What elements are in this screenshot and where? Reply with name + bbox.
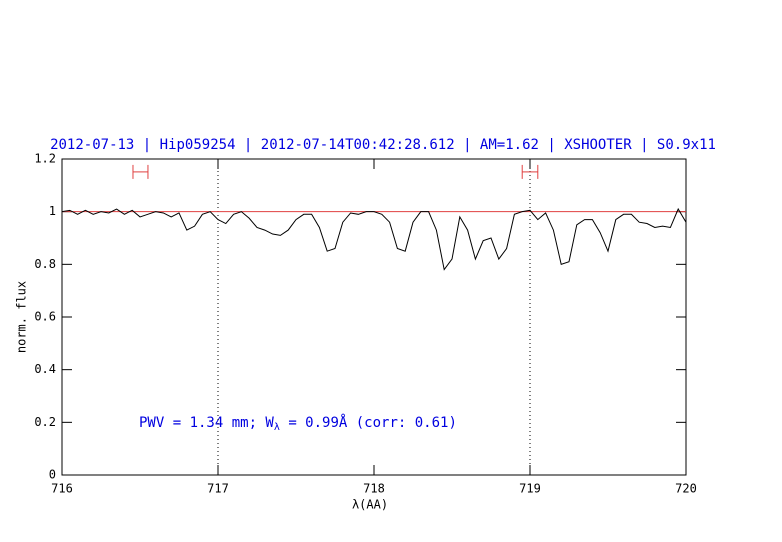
chart-title: 2012-07-13 | Hip059254 | 2012-07-14T00:4… [50, 137, 716, 153]
y-tick-label: 1 [49, 204, 56, 218]
y-tick-label: 1.2 [34, 152, 56, 166]
x-tick-label: 718 [363, 482, 385, 496]
annotation-text: PWV = 1.34 mm; W [139, 415, 274, 431]
y-tick-label: 0.8 [34, 257, 56, 271]
x-tick-label: 716 [51, 482, 73, 496]
y-axis-label: norm. flux [15, 281, 29, 353]
x-tick-label: 719 [519, 482, 541, 496]
y-tick-label: 0 [49, 468, 56, 482]
x-axis-label: λ(AA) [352, 498, 388, 512]
y-tick-label: 0.2 [34, 415, 56, 429]
x-tick-label: 717 [207, 482, 229, 496]
x-tick-label: 720 [675, 482, 697, 496]
annotation: PWV = 1.34 mm; Wλ = 0.99Å (corr: 0.61) [139, 414, 457, 433]
annotation-subscript: λ [274, 422, 280, 433]
y-tick-label: 0.6 [34, 310, 56, 324]
spectrum-line [61, 207, 687, 271]
annotation-text: = 0.99Å (corr: 0.61) [280, 414, 457, 431]
y-tick-label: 0.4 [34, 362, 56, 376]
